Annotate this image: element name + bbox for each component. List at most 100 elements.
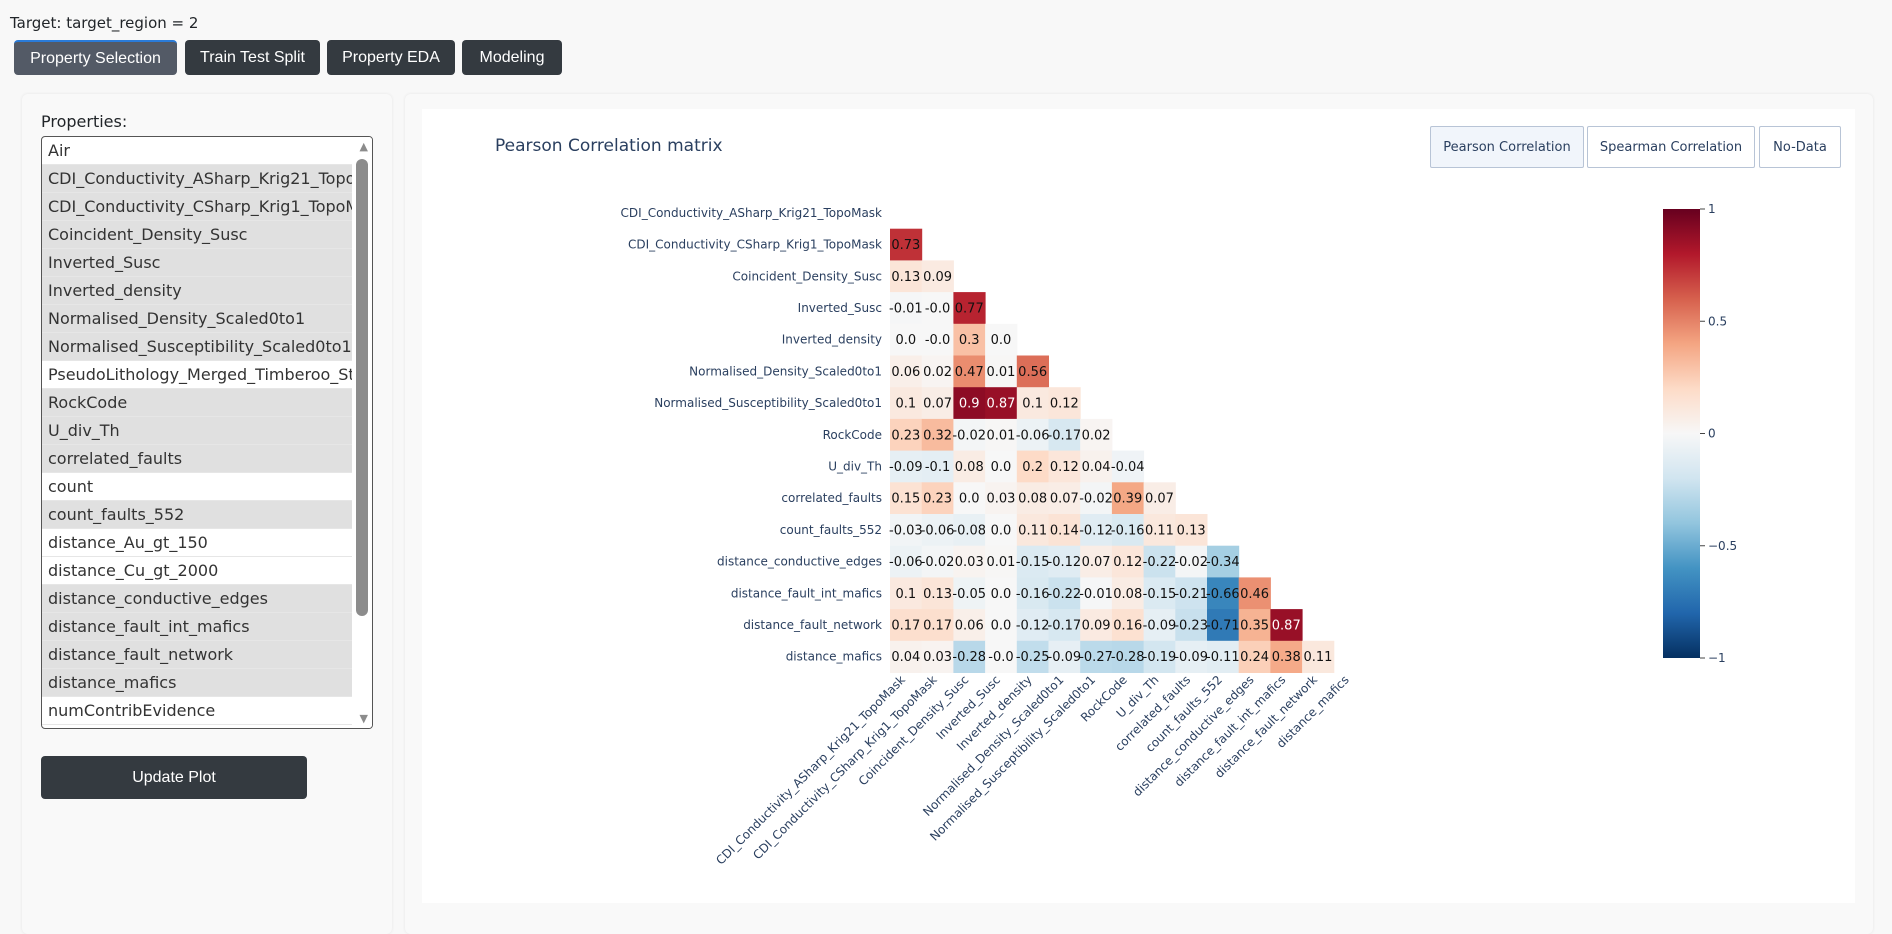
list-item[interactable]: count bbox=[42, 473, 353, 501]
cell-label: 0.06 bbox=[955, 618, 984, 633]
list-item[interactable]: Normalised_Susceptibility_Scaled0to1 bbox=[42, 333, 353, 361]
cell-label: 0.39 bbox=[1113, 492, 1142, 507]
y-tick-label: count_faults_552 bbox=[780, 523, 882, 537]
cell-label: -0.15 bbox=[1016, 555, 1050, 570]
heatmap-cell bbox=[985, 355, 1018, 388]
cell-label: -0.03 bbox=[889, 523, 923, 538]
list-item[interactable]: Inverted_density bbox=[42, 277, 353, 305]
cell-label: 0.12 bbox=[1050, 460, 1079, 475]
heatmap-cell bbox=[1016, 387, 1049, 420]
tab-property-eda[interactable]: Property EDA bbox=[327, 40, 455, 75]
cell-label: 0.08 bbox=[1018, 492, 1047, 507]
heatmap-cell bbox=[953, 418, 986, 452]
heatmap-cell bbox=[1175, 609, 1208, 642]
heatmap-cell bbox=[1111, 609, 1145, 642]
list-item[interactable]: U_div_Th bbox=[42, 417, 353, 445]
cell-label: -0.17 bbox=[1048, 618, 1082, 633]
list-item[interactable]: correlated_faults bbox=[42, 445, 353, 473]
colorbar-tick-label: 1 bbox=[1708, 202, 1716, 216]
heatmap-cell bbox=[1207, 640, 1240, 673]
cell-label: 0.17 bbox=[923, 618, 952, 633]
pearson-correlation-button[interactable]: Pearson Correlation bbox=[1430, 126, 1584, 168]
update-plot-button[interactable]: Update Plot bbox=[41, 756, 307, 799]
cell-label: -0.01 bbox=[1079, 587, 1113, 602]
heatmap-cell bbox=[1111, 577, 1145, 610]
list-item[interactable]: count_faults_552 bbox=[42, 501, 353, 529]
cell-label: 0.02 bbox=[923, 365, 952, 380]
heatmap-cell bbox=[1270, 640, 1303, 673]
cell-label: 0.16 bbox=[1113, 618, 1142, 633]
cell-label: 0.04 bbox=[1082, 460, 1111, 475]
list-item[interactable]: PseudoLithology_Merged_Timberoo_Stavl bbox=[42, 361, 353, 389]
heatmap-cell bbox=[1207, 609, 1240, 642]
properties-listbox[interactable]: AirCDI_Conductivity_ASharp_Krig21_TopoMa… bbox=[41, 136, 373, 729]
heatmap-cell bbox=[953, 323, 986, 356]
heatmap-cell bbox=[921, 418, 954, 452]
heatmap-cell bbox=[1048, 545, 1081, 578]
list-item[interactable]: Normalised_Density_Scaled0to1 bbox=[42, 305, 353, 333]
colorbar-tick-label: 0.5 bbox=[1708, 314, 1727, 328]
properties-label: Properties: bbox=[41, 112, 128, 131]
cell-label: -0.17 bbox=[1048, 428, 1082, 443]
heatmap-cell bbox=[1143, 545, 1176, 578]
cell-label: 0.01 bbox=[986, 555, 1015, 570]
list-item[interactable]: numContribEvidence bbox=[42, 697, 353, 725]
heatmap-cell bbox=[985, 323, 1018, 356]
cell-label: 0.15 bbox=[891, 492, 920, 507]
spearman-correlation-button[interactable]: Spearman Correlation bbox=[1587, 126, 1755, 168]
scrollbar-thumb[interactable] bbox=[356, 159, 368, 616]
cell-label: 0.2 bbox=[1022, 460, 1043, 475]
list-item[interactable]: CDI_Conductivity_ASharp_Krig21_TopoMask bbox=[42, 165, 353, 193]
no-data-button[interactable]: No-Data bbox=[1759, 126, 1841, 168]
list-item[interactable]: distance_fault_network bbox=[42, 641, 353, 669]
list-item[interactable]: distance_conductive_edges bbox=[42, 585, 353, 613]
cell-label: 0.13 bbox=[891, 270, 920, 285]
scroll-up-icon[interactable]: ▲ bbox=[359, 140, 368, 153]
scroll-down-icon[interactable]: ▼ bbox=[359, 712, 368, 725]
heatmap-cell bbox=[1143, 482, 1176, 515]
list-item[interactable]: distance_mafics bbox=[42, 669, 353, 697]
heatmap-cell bbox=[921, 577, 954, 610]
y-tick-label: distance_mafics bbox=[786, 650, 882, 664]
heatmap-cell bbox=[1238, 640, 1271, 673]
list-item[interactable]: Coincident_Density_Susc bbox=[42, 221, 353, 249]
tab-modeling[interactable]: Modeling bbox=[462, 40, 562, 75]
list-item[interactable]: distance_Au_gt_150 bbox=[42, 529, 353, 557]
cell-label: -0.28 bbox=[952, 650, 986, 665]
cell-label: 0.11 bbox=[1303, 650, 1332, 665]
cell-label: -0.02 bbox=[952, 428, 986, 443]
cell-label: 0.07 bbox=[1050, 492, 1079, 507]
heatmap-cell bbox=[890, 640, 923, 673]
cell-label: -0.05 bbox=[952, 587, 986, 602]
heatmap-cell bbox=[1080, 577, 1113, 610]
cell-label: 0.11 bbox=[1018, 523, 1047, 538]
heatmap-cell bbox=[1238, 609, 1271, 642]
tab-train-test-split[interactable]: Train Test Split bbox=[185, 40, 320, 75]
heatmap-cell bbox=[985, 640, 1018, 673]
list-item[interactable]: distance_fault_int_mafics bbox=[42, 613, 353, 641]
cell-label: 0.35 bbox=[1240, 618, 1269, 633]
scrollbar[interactable]: ▲ ▼ bbox=[352, 137, 372, 728]
cell-label: 0.02 bbox=[1082, 428, 1111, 443]
list-item[interactable]: Air bbox=[42, 137, 353, 165]
heatmap-cell bbox=[890, 609, 923, 642]
list-item[interactable]: distance_Cu_gt_2000 bbox=[42, 557, 353, 585]
heatmap-cell bbox=[1175, 514, 1208, 547]
cell-label: 0.13 bbox=[1177, 523, 1206, 538]
cell-label: 0.3 bbox=[959, 333, 980, 348]
heatmap-cell bbox=[890, 482, 923, 515]
list-item[interactable]: CDI_Conductivity_CSharp_Krig1_TopoMask bbox=[42, 193, 353, 221]
heatmap-cell bbox=[921, 355, 954, 388]
cell-label: -0.12 bbox=[1048, 555, 1082, 570]
heatmap-cell bbox=[1175, 577, 1208, 610]
cell-label: 0.0 bbox=[896, 333, 917, 348]
cell-label: 0.07 bbox=[1082, 555, 1111, 570]
cell-label: 0.32 bbox=[923, 428, 952, 443]
list-item[interactable]: RockCode bbox=[42, 389, 353, 417]
heatmap-cell bbox=[1016, 609, 1049, 642]
cell-label: -0.01 bbox=[889, 301, 923, 316]
list-item[interactable]: Inverted_Susc bbox=[42, 249, 353, 277]
tab-property-selection[interactable]: Property Selection bbox=[14, 40, 177, 75]
cell-label: 0.73 bbox=[891, 238, 920, 253]
